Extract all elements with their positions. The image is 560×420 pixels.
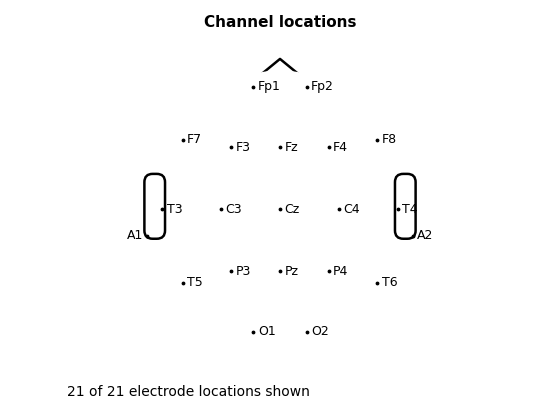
Text: Fp1: Fp1 <box>258 80 281 93</box>
Text: A2: A2 <box>417 229 433 242</box>
Text: F3: F3 <box>236 141 251 154</box>
Text: T6: T6 <box>382 276 398 289</box>
Text: F8: F8 <box>382 134 397 147</box>
Text: T4: T4 <box>402 203 418 216</box>
Text: P4: P4 <box>333 265 348 278</box>
Text: O1: O1 <box>258 325 276 338</box>
Text: O2: O2 <box>311 325 329 338</box>
Text: F7: F7 <box>187 134 202 147</box>
Text: C4: C4 <box>343 203 360 216</box>
Text: Fp2: Fp2 <box>311 80 334 93</box>
Text: Cz: Cz <box>284 203 300 216</box>
Text: C3: C3 <box>226 203 242 216</box>
Text: F4: F4 <box>333 141 348 154</box>
Text: T5: T5 <box>187 276 203 289</box>
Text: A1: A1 <box>127 229 143 242</box>
Text: P3: P3 <box>236 265 251 278</box>
Text: 21 of 21 electrode locations shown: 21 of 21 electrode locations shown <box>67 385 310 399</box>
Text: T3: T3 <box>166 203 182 216</box>
Text: Fz: Fz <box>284 141 298 154</box>
Text: Pz: Pz <box>284 265 298 278</box>
Title: Channel locations: Channel locations <box>204 15 356 30</box>
